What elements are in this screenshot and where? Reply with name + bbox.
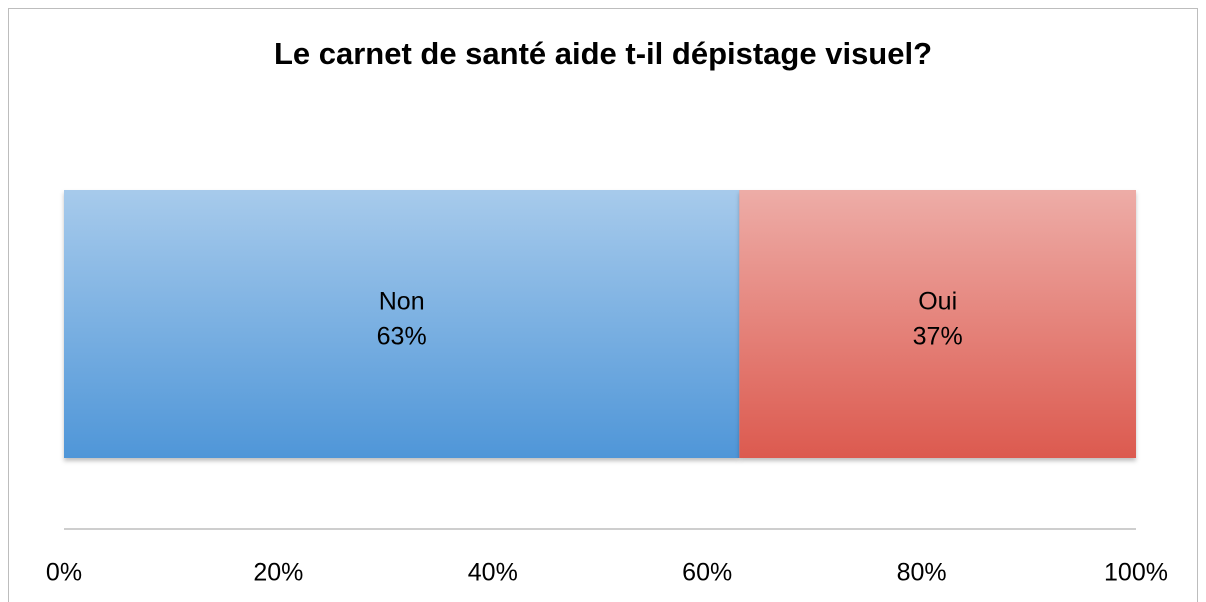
value-label: 37% <box>913 323 963 351</box>
x-tick-label: 100% <box>1104 559 1168 587</box>
bar-shine <box>64 190 740 458</box>
segment-name: Oui <box>918 288 957 316</box>
bar-shine <box>739 190 1136 458</box>
segment-name: Non <box>379 288 425 316</box>
x-tick-label: 60% <box>682 559 732 587</box>
x-tick-label: 0% <box>46 559 82 587</box>
x-tick-label: 20% <box>253 559 303 587</box>
x-tick-label: 80% <box>897 559 947 587</box>
chart-title: Le carnet de santé aide t-il dépistage v… <box>274 36 932 71</box>
value-label: 63% <box>377 323 427 351</box>
x-tick-label: 40% <box>468 559 518 587</box>
